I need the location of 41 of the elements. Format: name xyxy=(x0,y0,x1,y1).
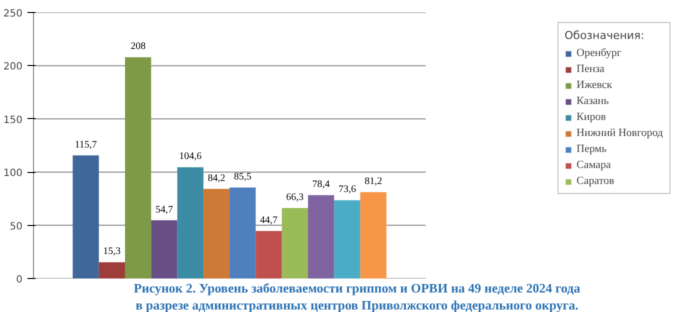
y-tick-label: 50 xyxy=(10,221,23,232)
legend-label: Ижевск xyxy=(576,79,612,91)
legend-label: Казань xyxy=(576,95,609,107)
legend-label: Пермь xyxy=(576,143,607,155)
data-label: 78,4 xyxy=(312,179,330,190)
bar xyxy=(282,208,308,278)
y-tick-label: 250 xyxy=(3,8,23,20)
bar xyxy=(72,155,99,278)
bar xyxy=(360,192,386,278)
data-label: 85,5 xyxy=(234,172,252,183)
data-label: 66,3 xyxy=(286,192,304,203)
legend-title: Обозначения: xyxy=(564,29,646,42)
data-label: 208 xyxy=(130,41,146,52)
data-label: 84,2 xyxy=(208,172,226,184)
y-tick-label: 150 xyxy=(3,114,23,126)
legend-label: Саратов xyxy=(576,175,614,187)
y-tick-label: 0 xyxy=(16,274,23,286)
legend-label: Пенза xyxy=(576,63,604,75)
y-tick-label: 200 xyxy=(3,62,23,73)
bar xyxy=(151,220,178,278)
bar xyxy=(230,188,256,278)
bar xyxy=(308,195,334,278)
legend-label: Киров xyxy=(576,111,606,123)
data-label: 104,6 xyxy=(179,151,202,162)
bar xyxy=(203,188,230,278)
data-label: 81,2 xyxy=(364,176,382,188)
bar xyxy=(124,57,152,278)
legend-label: Оренбург xyxy=(576,47,622,59)
data-label: 54,7 xyxy=(155,204,173,216)
data-label: 15,3 xyxy=(103,246,121,258)
data-label: 73,6 xyxy=(338,184,356,196)
y-tick-label: 100 xyxy=(3,168,23,180)
text: Рисунок 2. Уровень заболеваемости гриппом и ОРВИ на 49 неделе 2024 года в разрезе административных центров Приволжского федерального округа. xyxy=(134,280,581,312)
data-label: 44,7 xyxy=(260,214,278,226)
bar xyxy=(98,262,125,278)
bar xyxy=(334,200,360,278)
legend-label: Нижний Новгород xyxy=(576,127,663,139)
legend-label: Самара xyxy=(576,159,611,171)
data-label: 115,7 xyxy=(74,139,97,150)
bar xyxy=(256,230,282,278)
bar xyxy=(177,167,204,278)
